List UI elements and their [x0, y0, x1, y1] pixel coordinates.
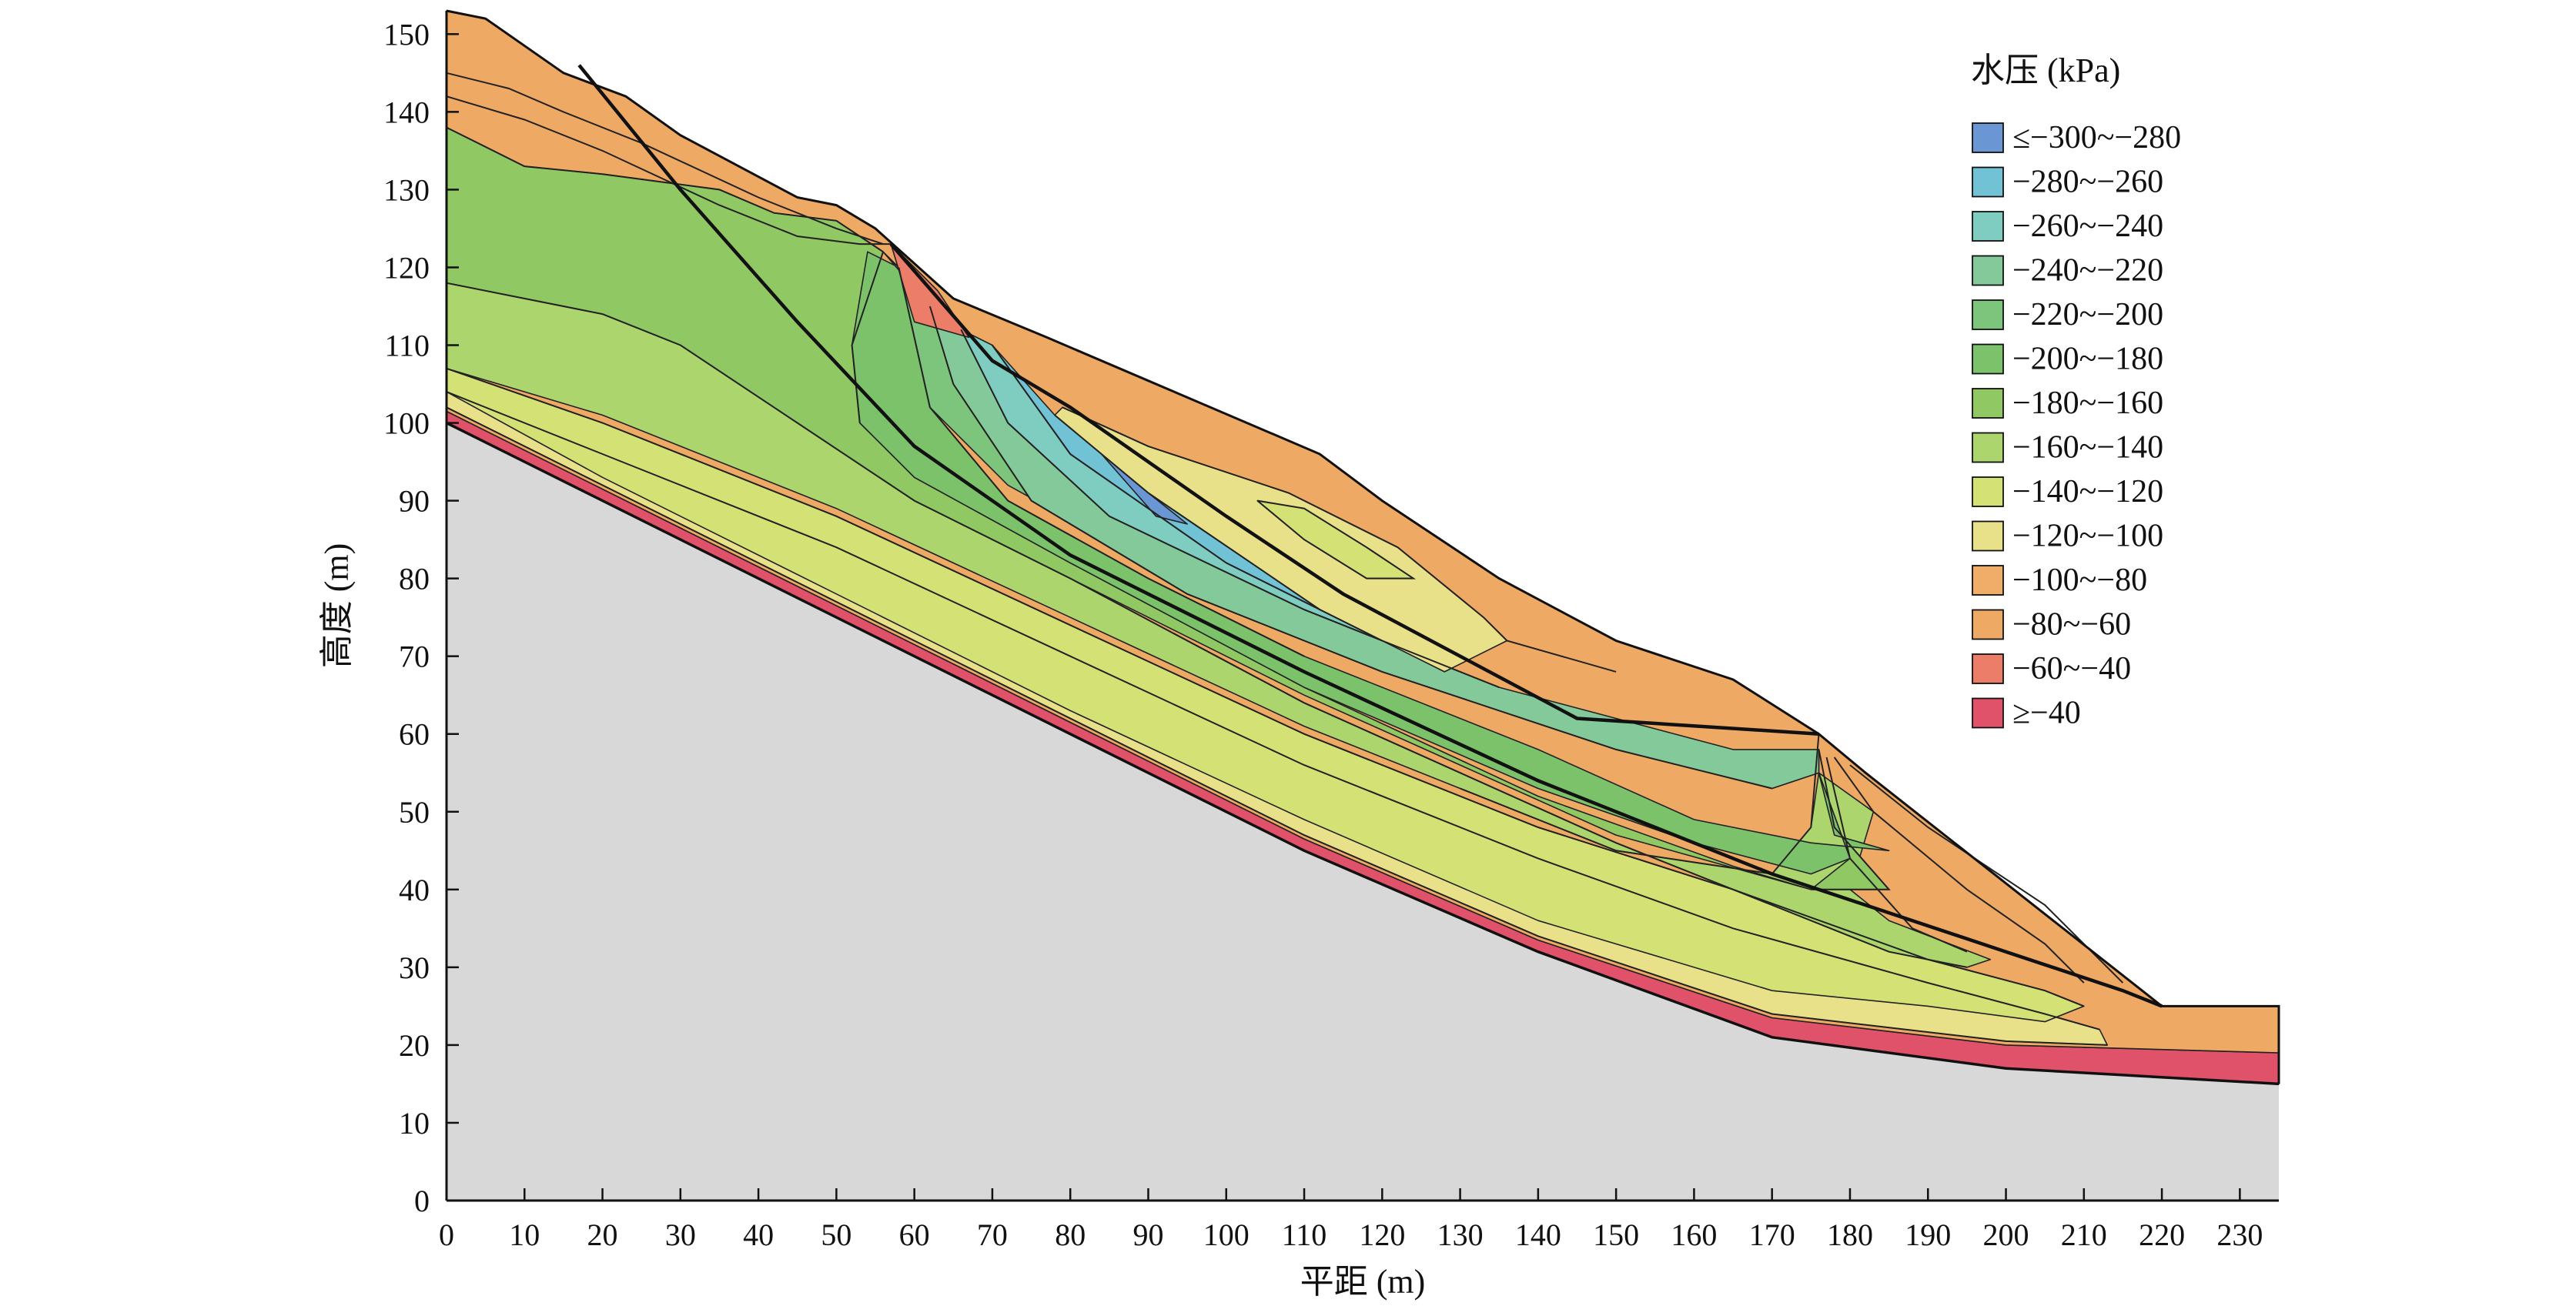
contour-line-11: [446, 282, 1968, 968]
y-tick-label: 30: [399, 950, 430, 985]
bedrock-boundary-line: [446, 421, 2280, 1086]
axes: 0 10 20 30 40 50 60 70 80 90 100 110 120 130 140 150 160…: [383, 11, 2279, 1252]
y-tick-label: 150: [383, 17, 430, 52]
contour-line-12: [446, 367, 2085, 1007]
legend-label: −80~−60: [2012, 607, 2131, 643]
legend-label: −60~−40: [2012, 651, 2131, 686]
contour-line-16: [1811, 749, 1891, 890]
x-axis-title: 平距 (m): [1300, 1263, 1426, 1301]
legend-swatch: [1972, 299, 2004, 330]
y-tick-label: 130: [383, 172, 430, 207]
legend-label: −260~−240: [2012, 209, 2163, 244]
contour-line-3: [851, 251, 885, 423]
legend-label: −280~−260: [2012, 165, 2163, 200]
legend-swatch: [1972, 255, 2004, 286]
x-tick-label: 190: [1905, 1217, 1951, 1252]
x-tick-label: 10: [509, 1217, 540, 1252]
x-tick-label: 160: [1671, 1217, 1717, 1252]
contour-line-7: [992, 344, 1383, 642]
x-tick-label: 150: [1593, 1217, 1639, 1252]
x-tick-label: 40: [743, 1217, 774, 1252]
contour-line-8: [1054, 414, 1320, 610]
legend-swatch: [1972, 388, 2004, 419]
x-tick-label: 230: [2216, 1217, 2263, 1252]
legend-swatch: [1972, 520, 2004, 552]
x-tick-label: 70: [977, 1217, 1008, 1252]
contour-line-18: [1833, 757, 2085, 984]
x-tick-label: 80: [1055, 1217, 1086, 1252]
contour-line-2: [446, 126, 884, 253]
legend-label: ≥−40: [2012, 696, 2081, 731]
legend-swatch: [1972, 565, 2004, 596]
legend-label: −100~−80: [2012, 563, 2147, 598]
legend-swatch: [1972, 653, 2004, 684]
legend-label: ≤−300~−280: [2012, 120, 2181, 155]
contour-line-10: [1256, 499, 1417, 580]
x-tick-label: 130: [1437, 1217, 1484, 1252]
y-tick-label: 80: [399, 562, 430, 596]
contour-line-14: [446, 406, 2108, 1046]
x-tick-label: 90: [1132, 1217, 1163, 1252]
x-tick-label: 120: [1359, 1217, 1405, 1252]
x-tick-label: 220: [2139, 1217, 2185, 1252]
y-tick-label: 50: [399, 795, 430, 830]
legend-title: 水压 (kPa): [1971, 52, 2120, 89]
y-tick-label: 110: [384, 328, 430, 362]
y-tick-label: 0: [414, 1184, 430, 1218]
legend-swatch: [1972, 476, 2004, 507]
legend-label: −160~−140: [2012, 430, 2163, 466]
legend-swatch: [1972, 122, 2004, 153]
slip-surface-0: [577, 64, 2163, 1008]
y-tick-label: 10: [399, 1106, 430, 1141]
x-tick-label: 140: [1515, 1217, 1561, 1252]
x-tick-label: 30: [665, 1217, 696, 1252]
legend-swatch: [1972, 211, 2004, 242]
y-tick-label: 60: [399, 717, 430, 752]
contour-line-6: [960, 329, 1500, 689]
y-tick-label: 70: [399, 640, 430, 674]
x-tick-label: 50: [821, 1217, 851, 1252]
contour-line-5: [928, 306, 1772, 790]
legend-entries: ≤−300~−280 −280~−260 −260~−240 −240~−220 −22…: [1972, 120, 2181, 731]
legend: 水压 (kPa) ≤−300~−280 −280~−260 −260~−240 −24…: [1971, 52, 2181, 731]
legend-swatch: [1972, 609, 2004, 640]
legend-label: −220~−200: [2012, 297, 2163, 332]
legend-label: −140~−120: [2012, 474, 2163, 509]
legend-swatch: [1972, 432, 2004, 463]
legend-label: −200~−180: [2012, 342, 2163, 377]
legend-label: −240~−220: [2012, 253, 2163, 289]
slip-surface-1: [889, 242, 1819, 736]
plot-area: [446, 9, 2280, 1201]
ground-surface-line: [446, 9, 2280, 1084]
bedrock-region: [447, 423, 2279, 1201]
legend-swatch: [1972, 343, 2004, 375]
x-tick-label: 60: [899, 1217, 930, 1252]
contour-line-17: [1825, 757, 1968, 953]
y-tick-label: 140: [383, 95, 430, 129]
x-tick-label: 210: [2061, 1217, 2107, 1252]
x-tick-label: 20: [587, 1217, 618, 1252]
y-tick-label: 100: [383, 406, 430, 441]
y-tick-label: 90: [399, 484, 430, 519]
x-tick-label: 180: [1827, 1217, 1873, 1252]
legend-swatch: [1972, 697, 2004, 729]
contour-line-4: [898, 267, 1305, 657]
contour-line-9: [1062, 406, 1617, 673]
y-tick-label: 120: [383, 250, 430, 285]
x-tick-label: 200: [1983, 1217, 2029, 1252]
legend-swatch: [1972, 166, 2004, 198]
contour-line-1: [446, 95, 892, 246]
x-tick-label: 170: [1749, 1217, 1795, 1252]
y-tick-label: 20: [399, 1028, 430, 1063]
y-tick-label: 40: [399, 873, 430, 907]
x-tick-label: 110: [1282, 1217, 1327, 1252]
contour-line-13: [446, 391, 2100, 1030]
legend-label: −120~−100: [2012, 519, 2163, 554]
x-tick-label: 100: [1203, 1217, 1250, 1252]
y-axis-title: 高度 (m): [318, 543, 356, 669]
legend-label: −180~−160: [2012, 386, 2163, 421]
x-tick-label: 0: [439, 1217, 454, 1252]
